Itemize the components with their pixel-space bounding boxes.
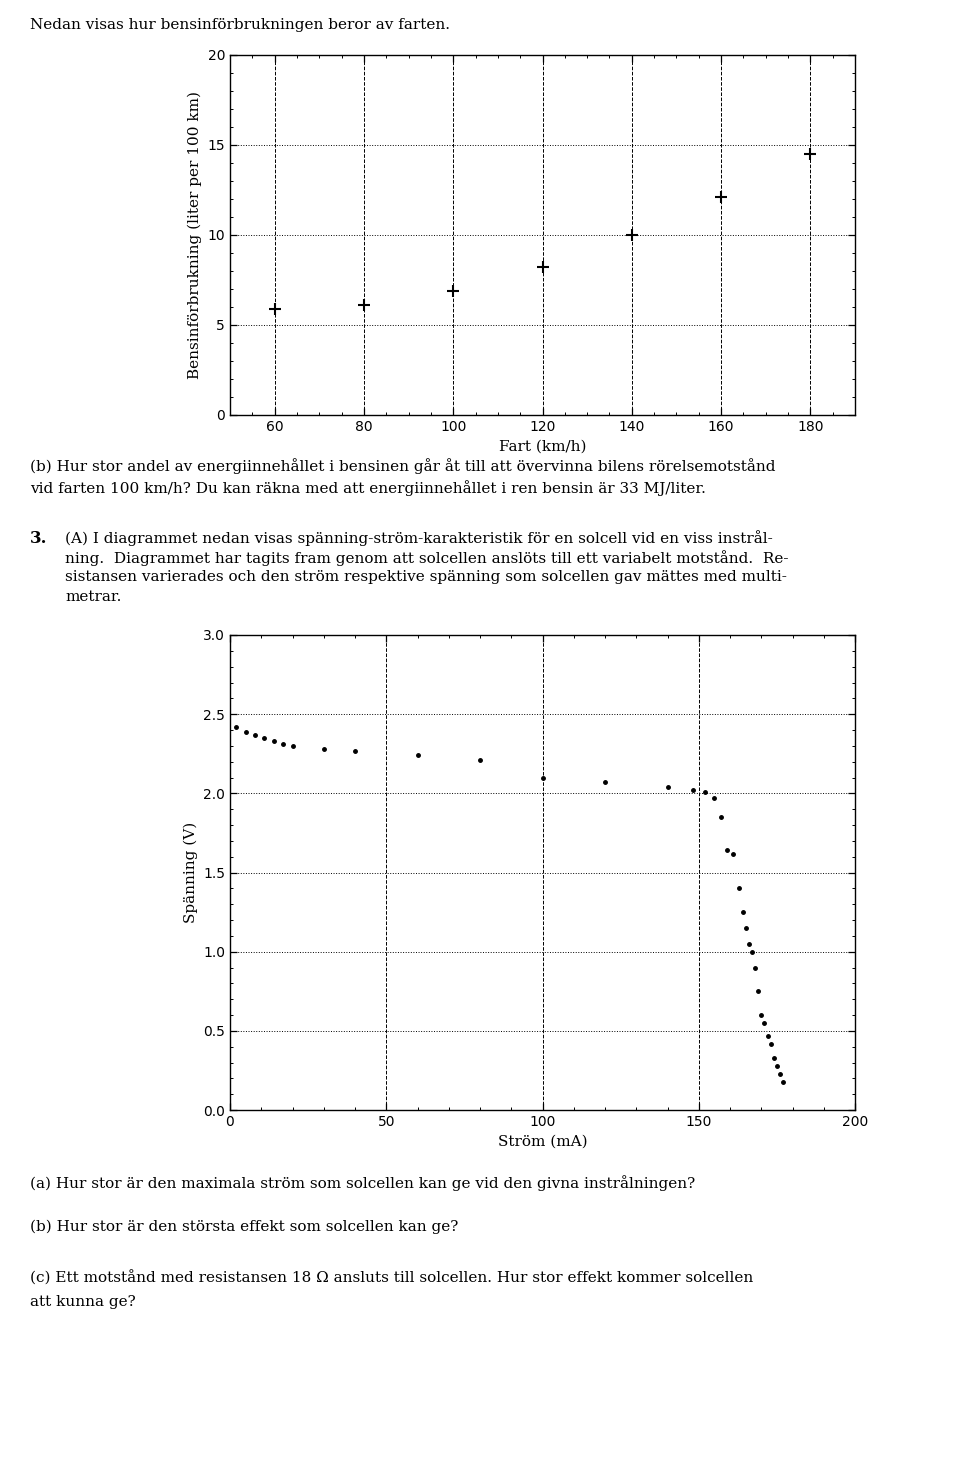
Text: 3.: 3. [30, 530, 47, 548]
Text: (A) I diagrammet nedan visas spänning-ström-karakteristik för en solcell vid en : (A) I diagrammet nedan visas spänning-st… [65, 530, 773, 546]
Text: (b) Hur stor är den största effekt som solcellen kan ge?: (b) Hur stor är den största effekt som s… [30, 1220, 458, 1234]
Text: ning.  Diagrammet har tagits fram genom att solcellen anslöts till ett variabelt: ning. Diagrammet har tagits fram genom a… [65, 550, 788, 567]
Text: sistansen varierades och den ström respektive spänning som solcellen gav mättes : sistansen varierades och den ström respe… [65, 569, 787, 584]
Text: (c) Ett motstånd med resistansen 18 Ω ansluts till solcellen. Hur stor effekt ko: (c) Ett motstånd med resistansen 18 Ω an… [30, 1269, 754, 1285]
X-axis label: Ström (mA): Ström (mA) [497, 1135, 588, 1148]
Y-axis label: Bensinförbrukning (liter per 100 km): Bensinförbrukning (liter per 100 km) [187, 91, 202, 379]
Y-axis label: Spänning (V): Spänning (V) [183, 821, 198, 924]
Text: Nedan visas hur bensinförbrukningen beror av farten.: Nedan visas hur bensinförbrukningen bero… [30, 18, 450, 32]
Text: metrar.: metrar. [65, 590, 121, 605]
X-axis label: Fart (km/h): Fart (km/h) [499, 439, 587, 454]
Text: (b) Hur stor andel av energiinnehållet i bensinen går åt till att övervinna bile: (b) Hur stor andel av energiinnehållet i… [30, 458, 776, 474]
Text: att kunna ge?: att kunna ge? [30, 1296, 135, 1309]
Text: vid farten 100 km/h? Du kan räkna med att energiinnehållet i ren bensin är 33 MJ: vid farten 100 km/h? Du kan räkna med at… [30, 480, 706, 496]
Text: (a) Hur stor är den maximala ström som solcellen kan ge vid den givna instrålnin: (a) Hur stor är den maximala ström som s… [30, 1176, 695, 1190]
